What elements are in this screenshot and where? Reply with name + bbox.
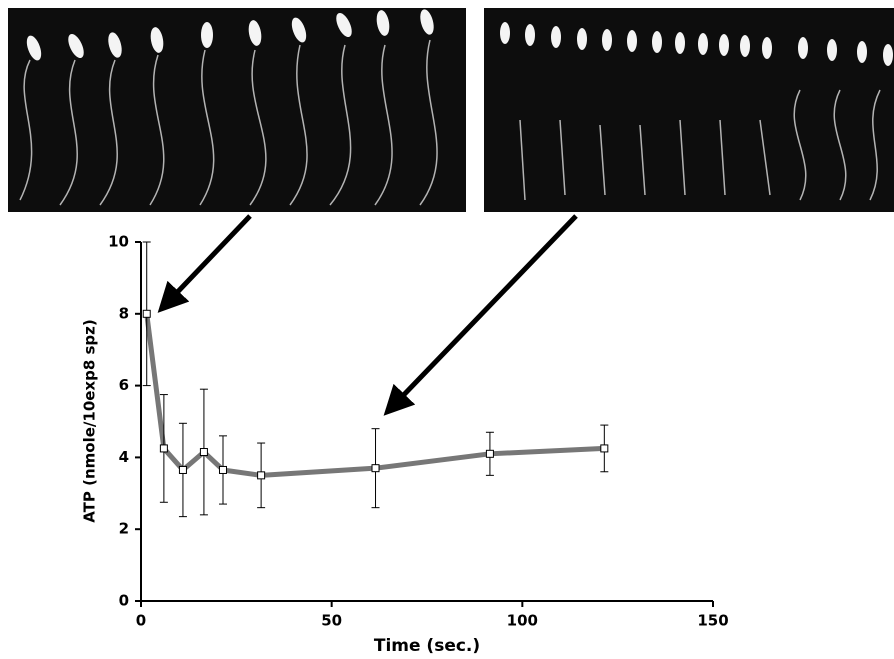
marker <box>257 471 266 480</box>
x-axis-label: Time (sec.) <box>374 636 480 656</box>
marker <box>199 448 208 457</box>
arrow <box>383 214 578 416</box>
y-tick-label: 2 <box>119 520 129 538</box>
y-tick-label: 4 <box>119 448 129 466</box>
y-tick-label: 8 <box>119 304 129 322</box>
image-right <box>484 8 894 212</box>
marker <box>485 449 494 458</box>
x-tick-label: 100 <box>507 612 538 630</box>
marker <box>142 309 151 318</box>
y-tick-label: 6 <box>119 376 129 394</box>
marker <box>371 464 380 473</box>
image-left <box>8 8 466 212</box>
marker <box>159 444 168 453</box>
y-tick-label: 10 <box>108 233 129 251</box>
y-tick-label: 0 <box>119 592 129 610</box>
x-tick-label: 50 <box>321 612 342 630</box>
marker <box>178 465 187 474</box>
x-tick-label: 150 <box>697 612 728 630</box>
y-axis-label: ATP (nmole/10exp8 spz) <box>81 319 99 523</box>
arrow <box>157 214 252 313</box>
x-tick-label: 0 <box>136 612 146 630</box>
marker <box>600 444 609 453</box>
marker <box>218 465 227 474</box>
